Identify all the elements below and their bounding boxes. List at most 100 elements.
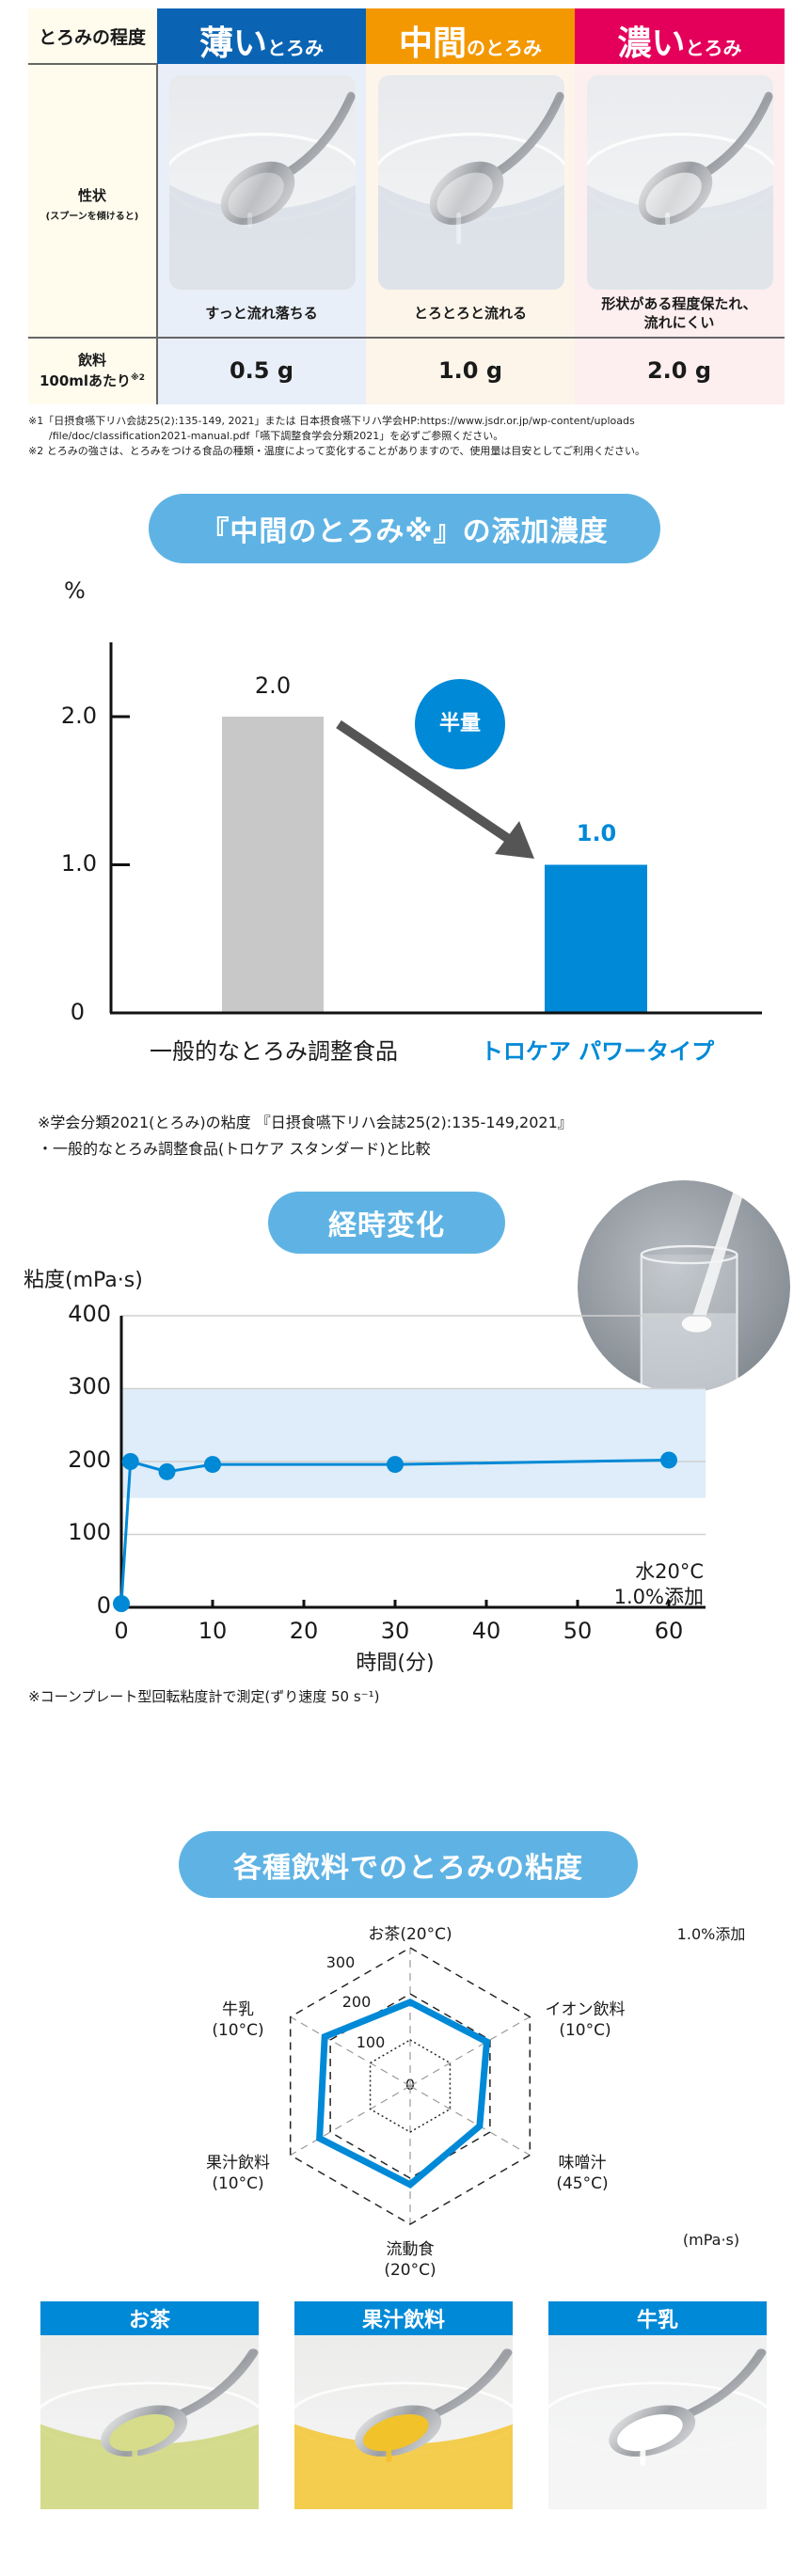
bar-ytick-0: 0	[70, 999, 85, 1025]
radar-axis-name-miso: 味噌汁	[558, 2154, 607, 2173]
radar-spoke-2	[409, 2085, 531, 2157]
radar-axis-name-ion: イオン飲料	[545, 2000, 626, 2019]
line-chart-xlabel: 時間(分)	[356, 1651, 435, 1675]
radar-tick-300: 300	[325, 1953, 356, 1971]
condition-concentration: 1.0%添加	[613, 1586, 704, 1608]
bar-value-label-1: 1.0	[576, 820, 617, 846]
radar-axis-label-liquid-food: 流動食 (20°C)	[384, 2239, 436, 2281]
radar-point-0	[408, 1999, 412, 2004]
line-xtick-40: 40	[471, 1618, 501, 1644]
caption-thick-1: 形状がある程度保たれ、	[601, 295, 757, 312]
divider-header	[28, 63, 157, 65]
bar-category-1: トロケア パワータイプ	[480, 1038, 715, 1065]
data-point-5min	[158, 1462, 176, 1480]
amount-sub-text: 100mlあたり	[39, 372, 132, 389]
radar-point-2	[477, 2124, 482, 2128]
arrow-head	[495, 821, 534, 859]
amount-footnote-mark: ※2	[131, 373, 146, 383]
section-title-beverages: 各種飲料でのとろみの粘度	[179, 1831, 638, 1898]
photo-juice-spoon	[294, 2335, 513, 2509]
dose-thick: 2.0 g	[646, 357, 712, 384]
header-thin-big: 薄い	[198, 24, 267, 63]
divider-row	[28, 337, 785, 339]
radar-axis-name-juice: 果汁飲料	[206, 2154, 270, 2173]
radar-axis-temp-ion: (10°C)	[559, 2021, 611, 2040]
bar-1	[545, 864, 647, 1013]
line-ytick-200: 200	[68, 1446, 111, 1473]
footnote-1: ※1「日摂食嚥下リハ会誌25(2):135-149, 2021」または 日本摂食…	[28, 415, 635, 427]
row-header-column	[28, 8, 157, 404]
radar-axis-label-milk: 牛乳 (10°C)	[212, 1999, 263, 2041]
radar-unit: (mPa·s)	[682, 2231, 740, 2249]
photo-medium-spoon	[378, 75, 564, 290]
header-medium-big: 中間	[398, 24, 467, 63]
radar-point-4	[317, 2136, 322, 2141]
band-label: 『中間のとろみ』の粘度範囲	[429, 1430, 674, 1453]
radar-spoke-5	[290, 2015, 411, 2087]
data-point-1min	[121, 1453, 139, 1470]
photo-thick-spoon	[587, 75, 773, 290]
drink-label-tea: お茶	[40, 2301, 259, 2335]
bar-category-0: 一般的なとろみ調整食品	[150, 1038, 398, 1065]
divider-column	[156, 64, 158, 404]
row-label-property-sub: (スプーンを傾けると)	[45, 212, 139, 222]
drink-card-tea: お茶	[40, 2301, 259, 2509]
drink-label-juice: 果汁飲料	[294, 2301, 513, 2335]
radar-axis-temp-milk: (10°C)	[212, 2021, 264, 2040]
dose-thin: 0.5 g	[229, 357, 294, 384]
bar-chart-ylabel: %	[64, 577, 86, 604]
row-label-property: 性状	[77, 187, 107, 204]
photo-thin-spoon	[169, 75, 356, 290]
radar-series-polygon	[316, 1998, 491, 2189]
half-amount-badge: 半量	[415, 679, 505, 769]
radar-axis-temp-liquid-food: (20°C)	[384, 2261, 436, 2280]
data-point-0min	[113, 1595, 130, 1613]
photo-tea-spoon	[40, 2335, 259, 2509]
radar-tick-100: 100	[356, 2033, 386, 2051]
viscosity-series-line	[119, 1458, 670, 1604]
radar-spoke-4	[290, 2085, 411, 2157]
bar-ytick-2: 2.0	[60, 703, 97, 729]
radar-point-5	[323, 2034, 327, 2039]
line-chart-ylabel: 粘度(mPa·s)	[24, 1269, 143, 1292]
bar-0	[222, 717, 324, 1013]
radar-axis-label-juice: 果汁飲料 (10°C)	[206, 2153, 270, 2194]
radar-tick-200: 200	[341, 1993, 372, 2011]
line-xtick-0: 0	[114, 1618, 129, 1644]
footnote-1-cont: /file/doc/classification2021-manual.pdf「…	[49, 430, 504, 442]
footnote-2: ※2 とろみの強さは、とろみをつける食品の種類・温度によって変化することがありま…	[28, 445, 646, 457]
radar-point-3	[408, 2182, 412, 2187]
header-thick: 濃い とろみ	[575, 8, 785, 64]
concentration-note-2: ・一般的なとろみ調整食品(トロケア スタンダード)と比較	[38, 1140, 431, 1158]
row-label-amount-sub: 100mlあたり※2	[40, 371, 145, 390]
radar-axis-label-miso: 味噌汁 (45°C)	[556, 2153, 608, 2194]
photo-milk-spoon	[548, 2335, 767, 2509]
line-ytick-300: 300	[68, 1373, 111, 1399]
radar-axis-temp-miso: (45°C)	[556, 2174, 609, 2193]
data-point-30min	[387, 1456, 404, 1474]
radar-tick-0: 0	[404, 2076, 416, 2094]
drink-label-milk: 牛乳	[548, 2301, 767, 2335]
header-thin: 薄い とろみ	[157, 8, 366, 64]
radar-point-1	[484, 2039, 489, 2044]
data-point-60min	[660, 1451, 677, 1469]
header-thin-small: とろみ	[267, 37, 324, 59]
line-xtick-50: 50	[563, 1618, 593, 1644]
line-ytick-0: 0	[96, 1592, 111, 1619]
time-note: ※コーンプレート型回転粘度計で測定(ずり速度 50 s⁻¹)	[28, 1688, 380, 1705]
bar-ytick-1: 1.0	[60, 850, 97, 877]
section-title-time: 経時変化	[268, 1192, 505, 1254]
bar-value-label-0: 2.0	[254, 672, 292, 699]
condition-water-temp: 水20°C	[635, 1560, 704, 1583]
radar-axis-name-liquid-food: 流動食	[386, 2240, 435, 2259]
header-thick-small: とろみ	[685, 37, 742, 59]
line-xtick-20: 20	[289, 1618, 319, 1644]
radar-spoke-1	[409, 2015, 531, 2087]
line-ytick-100: 100	[68, 1519, 111, 1545]
header-medium: 中間 のとろみ	[366, 8, 575, 64]
header-medium-small: のとろみ	[467, 37, 542, 59]
line-xtick-10: 10	[198, 1618, 228, 1644]
header-thick-big: 濃い	[617, 24, 686, 63]
radar-axis-label-tea: お茶(20°C)	[368, 1925, 452, 1944]
